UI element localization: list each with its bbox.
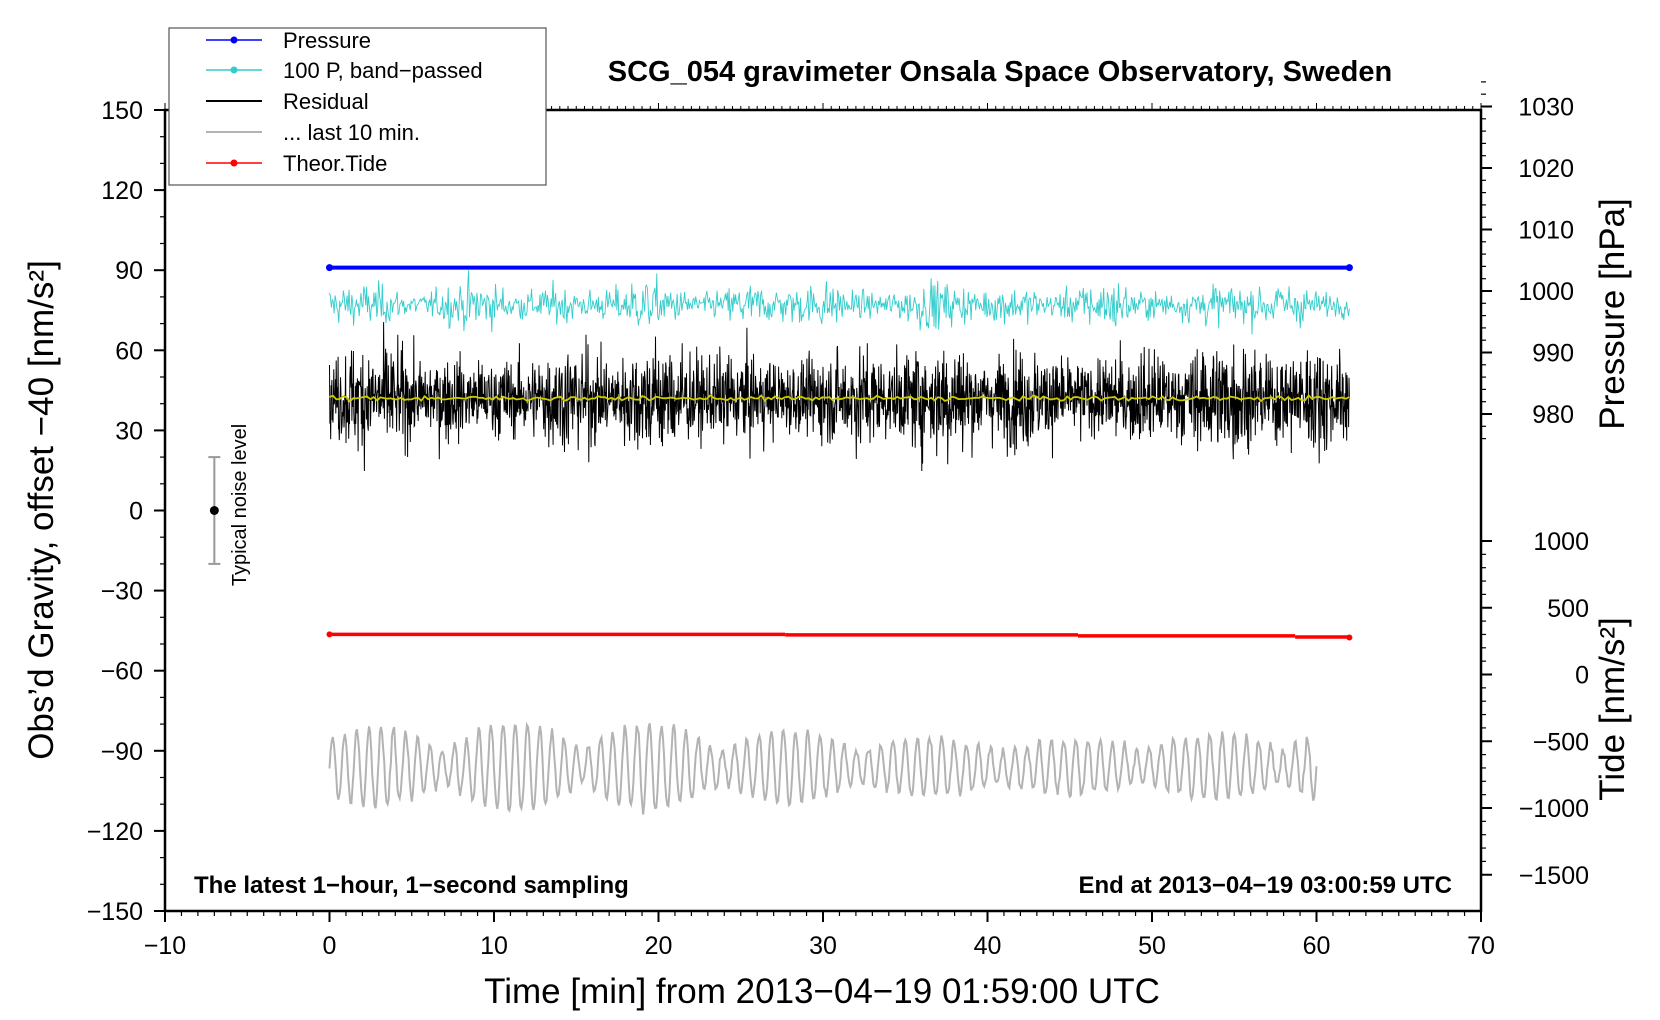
series-smoothed-residual bbox=[329, 394, 1350, 403]
legend-label-residual: Residual bbox=[283, 89, 369, 114]
y-axis-ticks: 150 120 90 60 30 0 −30 −60 −90 −120 −150 bbox=[87, 97, 165, 926]
legend-item-last-10-min: ... last 10 min. bbox=[206, 120, 420, 145]
annotation-bottom-left: The latest 1−hour, 1−second sampling bbox=[194, 872, 629, 899]
y-tick-label: −120 bbox=[87, 818, 143, 846]
x-tick-label: 50 bbox=[1138, 932, 1166, 960]
series-100p-bandpassed bbox=[329, 269, 1350, 335]
pressure-axis-title: Pressure [hPa] bbox=[1593, 198, 1632, 430]
legend-label-pressure: Pressure bbox=[283, 28, 371, 53]
x-tick-label: 60 bbox=[1303, 932, 1331, 960]
tide-tick-label: −1500 bbox=[1519, 862, 1589, 890]
noise-bar bbox=[208, 456, 221, 565]
y-tick-label: 60 bbox=[115, 337, 143, 365]
tide-tick-label: 1000 bbox=[1533, 528, 1589, 556]
y-tick-label: −30 bbox=[101, 578, 143, 606]
annotation-bottom-right: End at 2013−04−19 03:00:59 UTC bbox=[1078, 872, 1452, 899]
pressure-tick-label: 1000 bbox=[1518, 278, 1574, 306]
series-residual bbox=[329, 322, 1350, 472]
x-axis-title: Time [min] from 2013−04−19 01:59:00 UTC bbox=[484, 972, 1160, 1011]
right-axis-ticks: 1030 1020 1010 1000 990 980 1000 500 0 −500 −1000 −… bbox=[1481, 81, 1589, 890]
tide-tick-label: −500 bbox=[1533, 728, 1589, 756]
x-tick-label: 10 bbox=[480, 932, 508, 960]
tide-point bbox=[1346, 634, 1353, 641]
legend-box bbox=[168, 27, 547, 186]
x-tick-label: −10 bbox=[144, 932, 186, 960]
y-axis-title: Obs’d Gravity, offset −40 [nm/s²] bbox=[22, 260, 61, 760]
tide-tick-label: −1000 bbox=[1519, 795, 1589, 823]
tide-point bbox=[326, 631, 333, 638]
smoothed-residual-line bbox=[329, 394, 1350, 403]
pressure-tick-label: 1030 bbox=[1518, 94, 1574, 122]
noise-label: Typical noise level bbox=[229, 424, 251, 586]
legend-item-bandpassed: 100 P, band−passed bbox=[206, 58, 483, 83]
x-tick-label: 70 bbox=[1467, 932, 1495, 960]
residual-line bbox=[329, 322, 1350, 472]
legend-label-bandpassed: 100 P, band−passed bbox=[283, 58, 483, 83]
pressure-point bbox=[1345, 264, 1353, 272]
y-tick-label: −90 bbox=[101, 738, 143, 766]
last-10-min-line bbox=[328, 721, 1318, 815]
x-axis-ticks: −10 0 10 20 30 40 50 60 70 bbox=[144, 911, 1495, 960]
pressure-tick-label: 980 bbox=[1532, 401, 1574, 429]
plot-frame bbox=[163, 108, 1483, 913]
pressure-tick-label: 1010 bbox=[1518, 217, 1574, 245]
x-tick-label: 40 bbox=[974, 932, 1002, 960]
y-tick-label: 150 bbox=[101, 97, 143, 125]
x-tick-label: 20 bbox=[645, 932, 673, 960]
y-tick-label: −60 bbox=[101, 658, 143, 686]
legend-item-theor-tide: Theor.Tide bbox=[206, 151, 387, 176]
x-tick-label: 30 bbox=[809, 932, 837, 960]
y-tick-label: 0 bbox=[129, 498, 143, 526]
y-tick-label: 30 bbox=[115, 417, 143, 445]
legend-label-last-10-min: ... last 10 min. bbox=[283, 120, 420, 145]
series-last-10-min bbox=[328, 721, 1318, 815]
legend: Pressure 100 P, band−passed Residual ...… bbox=[168, 27, 547, 186]
y-tick-label: −150 bbox=[87, 898, 143, 926]
noise-bar-center bbox=[209, 506, 219, 515]
bandpassed-line bbox=[329, 269, 1350, 335]
y-axis-title-text: Obs’d Gravity, offset −40 [nm/s²] bbox=[22, 260, 61, 760]
tide-tick-label: 500 bbox=[1547, 595, 1589, 623]
y-tick-label: 90 bbox=[115, 257, 143, 285]
pressure-tick-label: 990 bbox=[1532, 340, 1574, 368]
tide-axis-title: Tide [nm/s²] bbox=[1593, 617, 1632, 800]
y-tick-label: 120 bbox=[101, 177, 143, 205]
legend-item-pressure: Pressure bbox=[206, 28, 371, 53]
legend-label-theor-tide: Theor.Tide bbox=[283, 151, 387, 176]
legend-item-residual: Residual bbox=[206, 89, 369, 114]
series-theor-tide bbox=[326, 631, 1353, 641]
pressure-point bbox=[326, 264, 333, 272]
x-tick-label: 0 bbox=[323, 932, 337, 960]
chart-title: SCG_054 gravimeter Onsala Space Observat… bbox=[608, 56, 1392, 88]
pressure-tick-label: 1020 bbox=[1518, 155, 1574, 183]
series-pressure bbox=[326, 264, 1353, 272]
tide-tick-label: 0 bbox=[1575, 662, 1589, 690]
